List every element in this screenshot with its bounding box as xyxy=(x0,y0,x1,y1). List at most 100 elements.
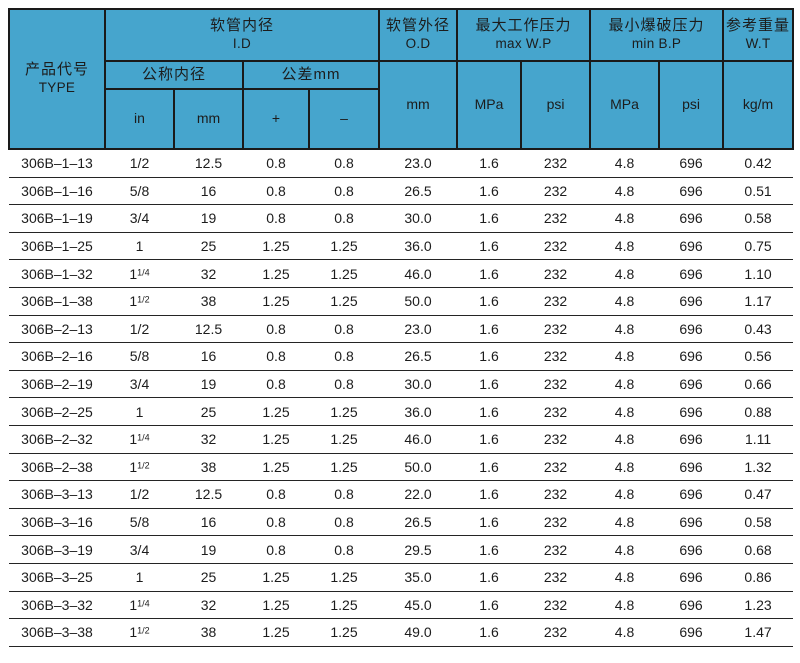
table-row: 306B–3–25 1 25 1.25 1.25 35.0 1.6 232 4.8 696 0.86 xyxy=(9,563,794,592)
cell-minus: 0.8 xyxy=(309,149,380,178)
cell-od: 50.0 xyxy=(379,453,458,482)
cell-bp-mpa: 4.8 xyxy=(590,397,660,426)
cell-wp-mpa: 1.6 xyxy=(457,315,522,344)
cell-plus: 1.25 xyxy=(243,232,309,261)
cell-bp-mpa: 4.8 xyxy=(590,149,660,178)
cell-minus: 0.8 xyxy=(309,370,380,399)
col-header-product-type: 产品代号 TYPE xyxy=(8,8,106,150)
fraction-suffix: 1/4 xyxy=(137,267,150,278)
cell-bp-psi: 696 xyxy=(659,315,724,344)
fraction-suffix: 1/2 xyxy=(137,460,150,471)
cell-minus: 0.8 xyxy=(309,315,380,344)
cell-code: 306B–1–25 xyxy=(9,232,105,261)
header-group-row: 产品代号 TYPE 软管内径 I.D 软管外径 O.D 最大工作压力 max W… xyxy=(8,8,795,150)
cell-minus: 0.8 xyxy=(309,342,380,371)
cell-bp-mpa: 4.8 xyxy=(590,259,660,288)
cell-od: 45.0 xyxy=(379,591,458,620)
cell-od: 29.5 xyxy=(379,535,458,564)
cell-in: 5/8 xyxy=(105,508,174,537)
cell-plus: 0.8 xyxy=(243,204,309,233)
cell-plus: 1.25 xyxy=(243,591,309,620)
cell-od: 30.0 xyxy=(379,370,458,399)
cell-wp-psi: 232 xyxy=(521,177,591,206)
cell-plus: 0.8 xyxy=(243,315,309,344)
reference-weight-label-en: W.T xyxy=(745,36,771,52)
table-row: 306B–3–19 3/4 19 0.8 0.8 29.5 1.6 232 4.8 696 0.68 xyxy=(9,535,794,564)
cell-minus: 1.25 xyxy=(309,397,380,426)
cell-bp-mpa: 4.8 xyxy=(590,315,660,344)
cell-code: 306B–3–32 xyxy=(9,591,105,620)
cell-wp-psi: 232 xyxy=(521,259,591,288)
cell-bp-mpa: 4.8 xyxy=(590,618,660,647)
cell-code: 306B–2–19 xyxy=(9,370,105,399)
cell-bp-mpa: 4.8 xyxy=(590,480,660,509)
cell-plus: 1.25 xyxy=(243,618,309,647)
outer-diameter-label-zh: 软管外径 xyxy=(386,16,451,34)
cell-wp-psi: 232 xyxy=(521,480,591,509)
cell-code: 306B–3–25 xyxy=(9,563,105,592)
cell-wp-mpa: 1.6 xyxy=(457,232,522,261)
max-working-pressure-label-zh: 最大工作压力 xyxy=(475,16,572,34)
cell-wt: 1.32 xyxy=(723,453,794,482)
cell-in: 5/8 xyxy=(105,177,174,206)
cell-wt: 0.75 xyxy=(723,232,794,261)
cell-code: 306B–2–38 xyxy=(9,453,105,482)
cell-code: 306B–2–16 xyxy=(9,342,105,371)
cell-wp-mpa: 1.6 xyxy=(457,425,522,454)
cell-wt: 0.58 xyxy=(723,508,794,537)
cell-wp-mpa: 1.6 xyxy=(457,563,522,592)
col-header-min-burst-pressure-group: 最小爆破压力 min B.P xyxy=(589,8,725,62)
cell-od: 36.0 xyxy=(379,232,458,261)
cell-plus: 0.8 xyxy=(243,535,309,564)
cell-wt: 1.17 xyxy=(723,287,794,316)
cell-wt: 0.43 xyxy=(723,315,794,344)
cell-wt: 0.51 xyxy=(723,177,794,206)
cell-bp-mpa: 4.8 xyxy=(590,287,660,316)
cell-wp-psi: 232 xyxy=(521,535,591,564)
inner-diameter-label-zh: 软管内径 xyxy=(210,16,275,34)
cell-od: 50.0 xyxy=(379,287,458,316)
cell-wt: 1.11 xyxy=(723,425,794,454)
cell-bp-psi: 696 xyxy=(659,342,724,371)
cell-bp-psi: 696 xyxy=(659,453,724,482)
cell-plus: 0.8 xyxy=(243,342,309,371)
col-header-wp-unit-mpa: MPa xyxy=(456,60,523,150)
cell-wt: 0.56 xyxy=(723,342,794,371)
cell-bp-psi: 696 xyxy=(659,149,724,178)
cell-plus: 0.8 xyxy=(243,149,309,178)
fraction-suffix: 1/4 xyxy=(137,598,150,609)
cell-wp-psi: 232 xyxy=(521,342,591,371)
cell-mm: 12.5 xyxy=(174,480,243,509)
cell-minus: 0.8 xyxy=(309,177,380,206)
table-row: 306B–2–38 11/2 38 1.25 1.25 50.0 1.6 232 4.8 696 1… xyxy=(9,453,794,482)
col-header-max-working-pressure-group: 最大工作压力 max W.P xyxy=(456,8,592,62)
cell-mm: 25 xyxy=(174,397,243,426)
cell-wp-mpa: 1.6 xyxy=(457,177,522,206)
cell-bp-psi: 696 xyxy=(659,425,724,454)
min-burst-pressure-label-zh: 最小爆破压力 xyxy=(608,16,705,34)
bp-psi-unit-label: psi xyxy=(682,96,700,112)
table-body: 306B–1–13 1/2 12.5 0.8 0.8 23.0 1.6 232 4.8 696 0.… xyxy=(9,149,794,647)
cell-wp-mpa: 1.6 xyxy=(457,204,522,233)
cell-bp-psi: 696 xyxy=(659,535,724,564)
max-working-pressure-label-en: max W.P xyxy=(495,36,552,52)
tolerance-label: 公差mm xyxy=(281,65,341,83)
cell-wt: 1.23 xyxy=(723,591,794,620)
cell-mm: 19 xyxy=(174,204,243,233)
cell-code: 306B–1–13 xyxy=(9,149,105,178)
cell-od: 26.5 xyxy=(379,177,458,206)
hose-spec-table: 产品代号 TYPE 软管内径 I.D 软管外径 O.D 最大工作压力 max W… xyxy=(8,8,795,647)
cell-code: 306B–2–25 xyxy=(9,397,105,426)
cell-wt: 0.47 xyxy=(723,480,794,509)
table-row: 306B–1–13 1/2 12.5 0.8 0.8 23.0 1.6 232 4.8 696 0.… xyxy=(9,149,794,178)
cell-od: 26.5 xyxy=(379,508,458,537)
cell-in: 11/4 xyxy=(105,425,174,454)
cell-minus: 1.25 xyxy=(309,287,380,316)
col-header-bp-unit-mpa: MPa xyxy=(589,60,661,150)
cell-od: 49.0 xyxy=(379,618,458,647)
cell-in: 1 xyxy=(105,563,174,592)
cell-minus: 1.25 xyxy=(309,259,380,288)
cell-wp-psi: 232 xyxy=(521,591,591,620)
cell-wp-mpa: 1.6 xyxy=(457,535,522,564)
cell-bp-psi: 696 xyxy=(659,177,724,206)
